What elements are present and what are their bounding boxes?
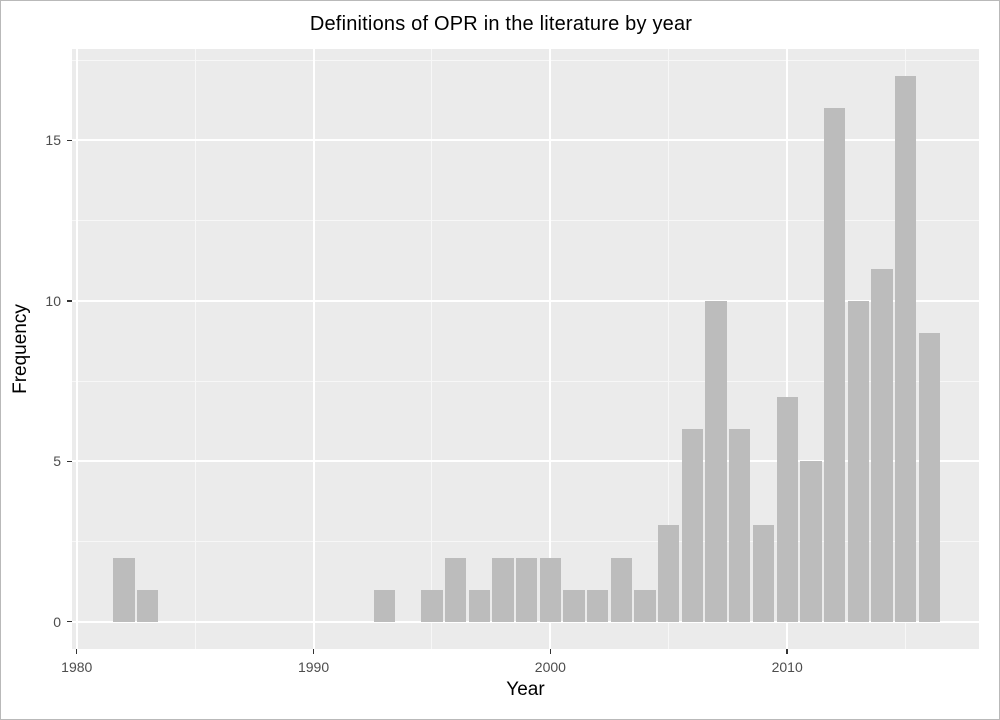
x-major-gridline [75, 49, 78, 649]
histogram-bar [516, 557, 538, 622]
histogram-bar [610, 557, 633, 622]
histogram-bar [752, 525, 775, 622]
y-axis-tick [67, 460, 72, 463]
y-minor-gridline [72, 59, 979, 61]
y-major-gridline [72, 620, 979, 623]
x-minor-gridline [668, 49, 670, 649]
y-tick-label: 5 [53, 453, 61, 470]
x-axis-tick [75, 649, 78, 654]
histogram-bar [373, 589, 396, 622]
histogram-bar [468, 589, 490, 622]
x-major-gridline [786, 49, 789, 649]
x-axis-tick [786, 649, 788, 654]
chart-title: Definitions of OPR in the literature by … [309, 13, 693, 35]
histogram-bar [823, 108, 846, 622]
histogram-bar [800, 461, 822, 622]
y-major-gridline [72, 460, 979, 463]
x-tick-label: 2010 [771, 659, 803, 675]
histogram-bar [421, 589, 443, 622]
x-axis-title: Year [506, 679, 545, 700]
histogram-bar [871, 268, 893, 622]
histogram-bar [705, 300, 727, 622]
x-major-gridline [549, 49, 552, 649]
histogram-bar [563, 589, 585, 622]
y-minor-gridline [72, 380, 979, 382]
y-minor-gridline [72, 220, 979, 222]
x-tick-label: 2000 [534, 659, 566, 675]
x-axis-tick [312, 649, 315, 654]
plot-panel [72, 49, 979, 649]
y-tick-label: 0 [53, 613, 61, 630]
y-tick-label: 15 [45, 132, 61, 149]
histogram-bar [634, 589, 656, 622]
histogram-bar [444, 557, 467, 622]
y-minor-gridline [72, 541, 979, 542]
histogram-bar [587, 589, 609, 622]
y-axis-tick [67, 300, 72, 302]
y-axis-tick [67, 620, 72, 623]
y-axis-tick [67, 139, 72, 142]
histogram-bar [729, 429, 751, 622]
y-major-gridline [72, 139, 979, 142]
histogram-bar [681, 429, 704, 622]
x-tick-label: 1990 [297, 659, 330, 675]
histogram-bar [847, 300, 869, 622]
x-minor-gridline [194, 49, 196, 649]
histogram-bar [776, 397, 798, 622]
x-tick-label: 1980 [61, 659, 93, 675]
histogram-bar [113, 557, 135, 622]
histogram-bar [658, 525, 680, 622]
x-minor-gridline [431, 49, 433, 649]
histogram-bar [492, 557, 514, 622]
x-axis-tick [549, 649, 552, 654]
y-axis-title: Frequency [10, 304, 31, 394]
y-tick-label: 10 [45, 292, 61, 309]
histogram-bar [894, 76, 917, 622]
x-major-gridline [312, 49, 315, 649]
histogram-bar [137, 589, 159, 622]
histogram-bar [918, 332, 940, 622]
histogram-bar [539, 557, 562, 622]
y-major-gridline [72, 299, 979, 302]
